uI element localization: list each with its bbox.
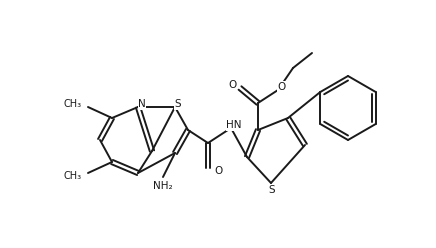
Text: S: S xyxy=(175,99,181,109)
Text: S: S xyxy=(269,185,275,195)
Text: O: O xyxy=(228,80,236,90)
Text: HN: HN xyxy=(226,120,242,130)
Text: N: N xyxy=(138,99,146,109)
Text: CH₃: CH₃ xyxy=(64,171,82,181)
Text: CH₃: CH₃ xyxy=(64,99,82,109)
Text: O: O xyxy=(278,82,286,92)
Text: NH₂: NH₂ xyxy=(153,181,173,191)
Text: O: O xyxy=(214,166,222,176)
